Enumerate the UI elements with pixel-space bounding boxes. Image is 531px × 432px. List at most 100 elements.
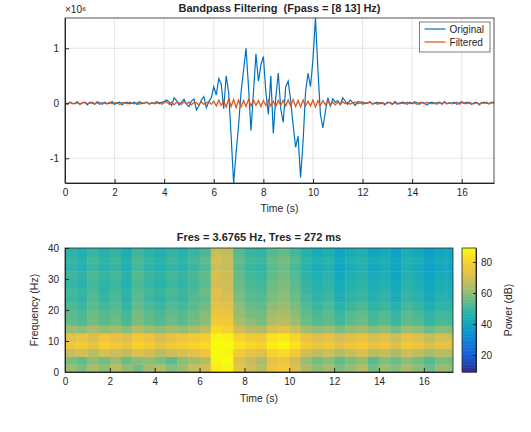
heatmap-cell: [188, 287, 200, 295]
heatmap-cell: [222, 310, 234, 318]
heatmap-cell: [267, 326, 279, 334]
tick: 16: [419, 368, 431, 387]
heatmap-cell: [278, 295, 290, 303]
heatmap-cell: [143, 341, 155, 349]
heatmap-cell: [188, 318, 200, 326]
heatmap-cell: [278, 264, 290, 272]
heatmap-cell: [233, 264, 245, 272]
heatmap-cell: [143, 295, 155, 303]
heatmap-cell: [177, 279, 189, 287]
tick-mark: [200, 368, 201, 372]
colorbar-frame: [462, 248, 476, 372]
heatmap-cell: [424, 279, 436, 287]
tick-label: 20: [481, 350, 493, 361]
heatmap-cell: [211, 264, 223, 272]
heatmap-cell: [121, 349, 133, 357]
heatmap-cell: [323, 333, 335, 341]
tick-label: 12: [358, 187, 370, 198]
heatmap-cell: [312, 326, 324, 334]
axis: 0246810121416: [63, 368, 454, 387]
tick-label: 2: [112, 187, 118, 198]
heatmap-cell: [166, 287, 178, 295]
plot-background: [65, 18, 494, 183]
heatmap-cell: [177, 287, 189, 295]
heatmap-cell: [300, 326, 312, 334]
heatmap-cell: [267, 295, 279, 303]
tick-mark: [155, 368, 156, 372]
heatmap-cell: [222, 302, 234, 310]
heatmap-cell: [87, 302, 99, 310]
heatmap-cell: [435, 333, 447, 341]
heatmap-cell: [188, 279, 200, 287]
heatmap-cell: [323, 279, 335, 287]
heatmap-cell: [390, 264, 402, 272]
heatmap-cell: [121, 364, 133, 372]
heatmap-cell: [401, 287, 413, 295]
heatmap-cell: [121, 318, 133, 326]
heatmap-cell: [323, 248, 335, 256]
heatmap-cell: [121, 256, 133, 264]
colorbar-title: Power (dB): [502, 284, 514, 337]
heatmap-cell: [323, 326, 335, 334]
heatmap-cell: [143, 326, 155, 334]
heatmap-cell: [222, 341, 234, 349]
heatmap-cell: [99, 256, 111, 264]
heatmap-cell: [76, 310, 88, 318]
heatmap-cell: [166, 271, 178, 279]
heatmap-cell: [166, 357, 178, 365]
heatmap-cell: [435, 302, 447, 310]
heatmap-cell: [446, 310, 453, 318]
heatmap-cell: [132, 287, 144, 295]
heatmap-cell: [87, 333, 99, 341]
heatmap-cell: [155, 318, 167, 326]
heatmap-cell: [401, 326, 413, 334]
heatmap-cell: [211, 302, 223, 310]
heatmap-cell: [267, 271, 279, 279]
heatmap-cell: [323, 341, 335, 349]
heatmap-cell: [244, 248, 256, 256]
heatmap-cell: [155, 279, 167, 287]
heatmap-cell: [334, 287, 346, 295]
tick-label: 4: [162, 187, 168, 198]
heatmap-cell: [121, 264, 133, 272]
heatmap-cell: [76, 349, 88, 357]
heatmap-cell: [345, 341, 357, 349]
heatmap-cell: [312, 295, 324, 303]
heatmap-cell: [177, 310, 189, 318]
heatmap-cell: [435, 310, 447, 318]
heatmap-cell: [413, 287, 425, 295]
heatmap-cell: [446, 326, 453, 334]
tick: 2: [108, 368, 114, 387]
heatmap-cell: [267, 256, 279, 264]
tick-mark: [473, 324, 476, 325]
heatmap-cell: [379, 264, 391, 272]
heatmap-cell: [413, 295, 425, 303]
heatmap-cell: [334, 264, 346, 272]
heatmap-cell: [446, 302, 453, 310]
heatmap-cell: [76, 326, 88, 334]
heatmap-cell: [110, 302, 122, 310]
heatmap-cell: [323, 287, 335, 295]
axis-title: Time (s): [240, 392, 278, 404]
heatmap-cell: [368, 279, 380, 287]
heatmap-cell: [177, 302, 189, 310]
heatmap-cell: [278, 341, 290, 349]
heatmap-cell: [99, 295, 111, 303]
heatmap-cell: [76, 279, 88, 287]
heatmap-cell: [132, 264, 144, 272]
heatmap-cell: [424, 256, 436, 264]
heatmap-cell: [345, 326, 357, 334]
heatmap-cell: [244, 349, 256, 357]
heatmap-cell: [222, 333, 234, 341]
heatmap-cell: [413, 264, 425, 272]
heatmap-cell: [300, 318, 312, 326]
heatmap-cell: [65, 279, 77, 287]
heatmap-cell: [345, 364, 357, 372]
tick-label: 80: [481, 257, 493, 268]
tick-label: 30: [48, 274, 60, 285]
heatmap-cell: [256, 318, 268, 326]
heatmap-cell: [110, 364, 122, 372]
heatmap-cell: [211, 279, 223, 287]
heatmap-cell: [323, 302, 335, 310]
heatmap-cell: [76, 364, 88, 372]
